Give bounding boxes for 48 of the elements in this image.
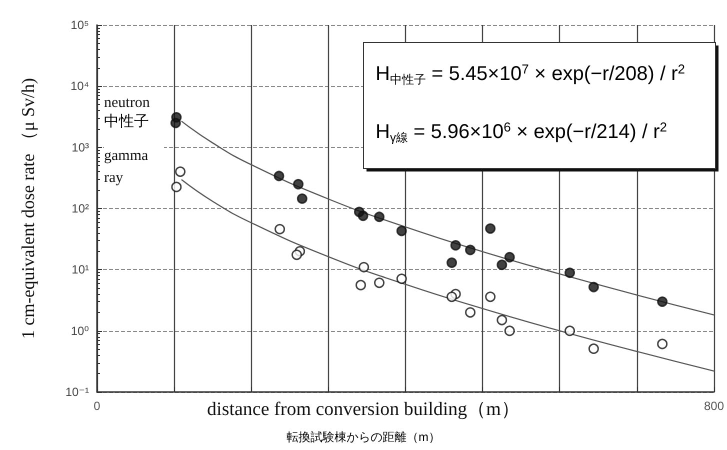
point [588,343,599,354]
x-tick-label: 0 [94,399,101,413]
y-tick-label: 10⁵ [70,18,90,32]
point [356,280,366,290]
point [358,262,370,272]
point [450,240,461,251]
y-tick-label: 10³ [72,140,90,154]
point [496,260,508,270]
point [175,166,186,177]
y-tick-label: 10⁴ [70,79,89,94]
y-tick-label: 10⁰ [70,324,90,338]
point [274,224,286,234]
point [171,182,182,192]
point [504,326,515,336]
text: 転換試験棟からの距離（m） [286,430,440,444]
point [657,296,668,307]
point [504,252,515,262]
point [396,226,407,236]
point [374,278,385,288]
point [292,250,302,260]
point [293,178,304,190]
point [465,244,476,256]
point [485,223,496,234]
point [374,212,385,222]
point [446,257,458,268]
y-axis-title: 1 cm-equivalent dose rate （μ Sv/h) [18,78,38,340]
point [296,193,308,204]
series-label: gamma ray [104,148,152,186]
line-series [181,179,715,372]
point [465,307,476,318]
point [496,314,508,326]
annotation: 中性子 [104,113,149,130]
x-tick-label: 800 [704,399,724,413]
point [657,338,668,350]
series-label: neutron [104,95,150,111]
y-tick-label: 10² [72,202,90,216]
x-axis-title: distance from conversion building（m） [207,399,520,420]
point [170,118,181,128]
point [588,282,599,292]
point [564,326,576,336]
point [358,210,368,222]
y-tick-label: 10¹ [72,262,90,277]
point [564,268,576,278]
point [485,292,496,302]
point [446,292,458,302]
point [396,274,407,284]
y-tick-label: 10⁻¹ [65,385,89,399]
point [274,170,284,182]
